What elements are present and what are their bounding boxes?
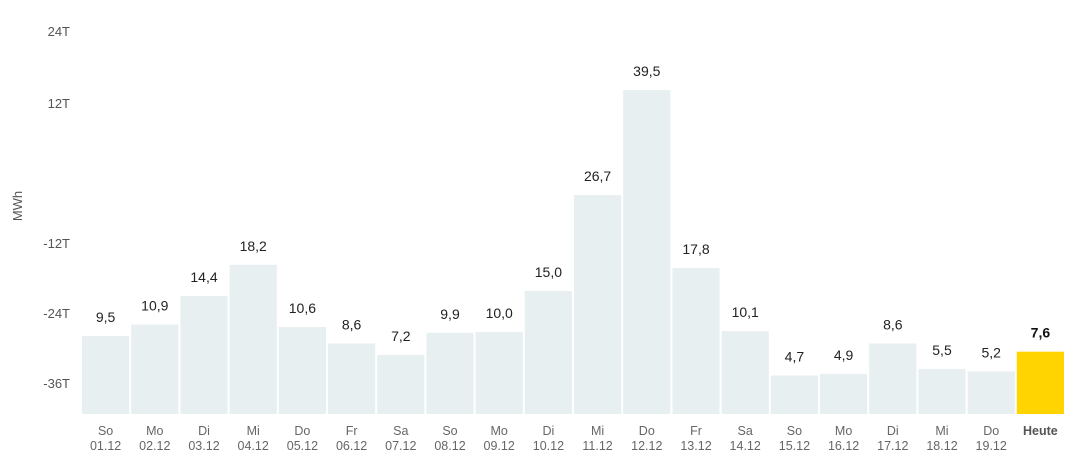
bar[interactable] <box>770 375 818 414</box>
bar-today[interactable] <box>1016 351 1064 414</box>
data-label: 10,1 <box>732 304 759 320</box>
x-tick-date: 16.12 <box>828 439 859 453</box>
bar[interactable] <box>574 195 622 414</box>
x-tick-day: So <box>787 424 802 438</box>
data-label: 26,7 <box>584 168 611 184</box>
bar[interactable] <box>426 332 474 414</box>
bar[interactable] <box>918 368 966 414</box>
x-tick-date: 05.12 <box>287 439 318 453</box>
data-label: 4,9 <box>834 347 854 363</box>
x-tick-day: Do <box>983 424 999 438</box>
x-tick-date: 04.12 <box>238 439 269 453</box>
y-axis: 24T 12T -12T -24T -36T MWh <box>10 24 70 391</box>
data-label: 8,6 <box>342 316 362 332</box>
bar[interactable] <box>967 371 1015 414</box>
x-tick-date: 06.12 <box>336 439 367 453</box>
bar[interactable] <box>820 373 868 414</box>
y-tick-label: -36T <box>43 376 70 391</box>
x-tick-day: Mi <box>591 424 604 438</box>
x-tick-day: Di <box>198 424 210 438</box>
data-label: 7,2 <box>391 328 411 344</box>
bar[interactable] <box>278 327 326 414</box>
x-tick-date: 14.12 <box>730 439 761 453</box>
data-label: 39,5 <box>633 63 660 79</box>
x-tick-date: 02.12 <box>139 439 170 453</box>
x-tick-day: Mi <box>935 424 948 438</box>
data-label: 4,7 <box>785 348 805 364</box>
bar[interactable] <box>328 343 376 414</box>
data-label: 14,4 <box>190 269 217 285</box>
x-tick-day: Mo <box>491 424 508 438</box>
data-label: 8,6 <box>883 316 903 332</box>
y-tick-label: -24T <box>43 306 70 321</box>
data-label: 10,0 <box>486 305 513 321</box>
data-label: 9,5 <box>96 309 116 325</box>
data-label: 15,0 <box>535 264 562 280</box>
x-tick-day: Do <box>639 424 655 438</box>
x-tick-date: 07.12 <box>385 439 416 453</box>
data-label: 5,5 <box>932 342 952 358</box>
data-label: 9,9 <box>440 306 460 322</box>
data-label: 18,2 <box>240 238 267 254</box>
x-axis: So01.12Mo02.12Di03.12Mi04.12Do05.12Fr06.… <box>90 424 1058 453</box>
x-tick-day: Di <box>887 424 899 438</box>
bar[interactable] <box>82 336 130 414</box>
bar[interactable] <box>377 354 425 414</box>
bar[interactable] <box>623 90 671 414</box>
x-tick-date: 17.12 <box>877 439 908 453</box>
bar[interactable] <box>672 268 720 414</box>
x-tick-date: 09.12 <box>484 439 515 453</box>
y-tick-label: -12T <box>43 236 70 251</box>
x-tick-day: So <box>98 424 113 438</box>
bar[interactable] <box>721 331 769 414</box>
y-axis-label: MWh <box>10 191 25 221</box>
x-tick-day: So <box>442 424 457 438</box>
bar[interactable] <box>475 332 523 414</box>
bars <box>82 90 1064 414</box>
x-tick-date: 10.12 <box>533 439 564 453</box>
x-tick-date: 15.12 <box>779 439 810 453</box>
bar[interactable] <box>131 324 179 414</box>
bar[interactable] <box>524 291 572 414</box>
bar[interactable] <box>180 295 228 414</box>
x-tick-day: Do <box>294 424 310 438</box>
x-tick-date: 19.12 <box>976 439 1007 453</box>
x-tick-day: Mi <box>247 424 260 438</box>
data-labels: 9,5 10,9 14,4 18,2 10,6 8,6 7,2 9,9 10,0 15,0 26,7… <box>96 63 1050 364</box>
data-label: 10,6 <box>289 300 316 316</box>
x-tick-date: 12.12 <box>631 439 662 453</box>
x-tick-day: Fr <box>346 424 358 438</box>
data-label: 10,9 <box>141 298 168 314</box>
x-tick-day: Sa <box>738 424 753 438</box>
x-tick-date: 08.12 <box>434 439 465 453</box>
x-tick-day: Mo <box>835 424 852 438</box>
bar[interactable] <box>869 343 917 414</box>
y-tick-label: 12T <box>48 96 70 111</box>
data-label: 5,2 <box>981 344 1001 360</box>
x-tick-day: Sa <box>393 424 408 438</box>
x-tick-day: Di <box>542 424 554 438</box>
x-tick-date: 03.12 <box>188 439 219 453</box>
bar[interactable] <box>229 264 277 414</box>
x-tick-day: Fr <box>690 424 702 438</box>
x-tick-date: 13.12 <box>680 439 711 453</box>
x-tick-date: 01.12 <box>90 439 121 453</box>
x-tick-date: 11.12 <box>582 439 612 453</box>
x-tick-day: Heute <box>1023 424 1058 438</box>
y-tick-label: 24T <box>48 24 70 39</box>
data-label: 17,8 <box>682 241 709 257</box>
x-tick-date: 18.12 <box>926 439 957 453</box>
data-label: 7,6 <box>1031 325 1051 341</box>
x-tick-day: Mo <box>146 424 163 438</box>
